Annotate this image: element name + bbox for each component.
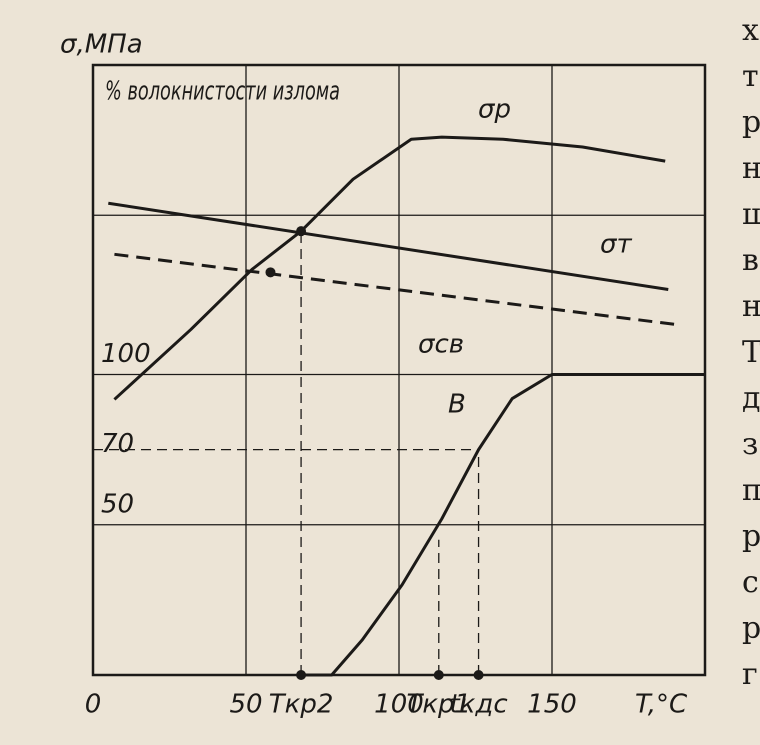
series-label: σт <box>600 230 632 260</box>
x-tick-label: 100 <box>374 690 424 720</box>
margin-text: н <box>742 289 760 324</box>
margin-text: T <box>742 335 760 370</box>
point <box>296 226 307 237</box>
margin-text: с <box>742 565 759 600</box>
x-tick-label: 50 <box>229 690 262 720</box>
margin-text: з <box>742 427 758 462</box>
series-label: σсв <box>418 330 464 360</box>
series-label: σр <box>478 95 511 125</box>
margin-text: р <box>742 105 760 140</box>
point <box>433 670 444 680</box>
margin-text: т <box>742 59 759 94</box>
y-tick-label: 70 <box>101 429 134 459</box>
x-tick-label: 0 <box>85 690 102 720</box>
point <box>296 670 307 680</box>
x-tick-label: tкдс <box>449 690 507 720</box>
series-line <box>114 252 675 326</box>
point <box>473 670 484 680</box>
margin-text: р <box>742 519 760 554</box>
margin-text: ш <box>742 197 760 232</box>
series-label: B <box>448 390 466 420</box>
y-axis-label: σ,МПа <box>60 30 143 60</box>
margin-text: р <box>742 611 760 646</box>
series-line <box>108 201 669 291</box>
x-tick-label: Tкр2 <box>269 690 334 720</box>
x-tick-label: 150 <box>527 690 577 720</box>
x-tick-label: Tкр1 <box>406 690 471 720</box>
x-axis-label: T,°C <box>635 690 688 720</box>
margin-text: в <box>742 243 759 278</box>
series-line <box>113 135 666 401</box>
margin-text: н <box>742 151 760 186</box>
margin-text: г <box>742 657 758 692</box>
y-tick-label: 100 <box>101 339 151 369</box>
series-line <box>301 373 705 677</box>
margin-text: д <box>742 381 760 416</box>
margin-text: х <box>742 13 759 48</box>
annotation: % волокнистости излома <box>105 77 340 107</box>
y-tick-label: 50 <box>101 489 134 519</box>
margin-text: п <box>742 473 760 508</box>
point <box>265 267 276 278</box>
